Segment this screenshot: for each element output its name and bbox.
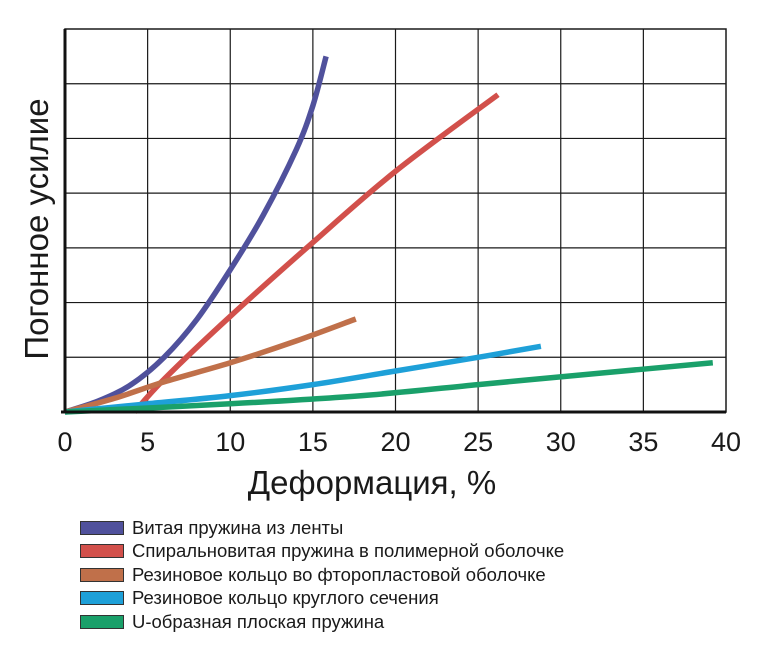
legend-label: Резиновое кольцо во фторопластовой оболо… [132, 563, 546, 585]
legend-swatch [80, 614, 124, 629]
series-line-5 [64, 360, 714, 415]
x-tick-label: 5 [140, 427, 155, 457]
x-tick-label: 40 [711, 427, 741, 457]
legend-swatch [80, 544, 124, 559]
legend-label: Резиновое кольцо круглого сечения [132, 587, 439, 609]
series-line-3 [64, 316, 357, 415]
legend-label: U-образная плоская пружина [132, 610, 385, 632]
axes [61, 29, 726, 414]
legend-item: Резиновое кольцо во фторопластовой оболо… [80, 563, 564, 587]
series-line-4 [64, 343, 542, 415]
x-tick-label: 25 [463, 427, 493, 457]
legend-item: U-образная плоская пружина [80, 610, 564, 634]
x-tick-label: 20 [380, 427, 410, 457]
x-axis-title: Деформация, % [248, 464, 496, 501]
legend: Витая пружина из ленты Спиральновитая пру… [80, 516, 564, 634]
legend-swatch [80, 520, 124, 535]
x-tick-labels: 0 5 10 15 20 25 30 35 40 [57, 427, 741, 457]
legend-item: Витая пружина из ленты [80, 516, 564, 540]
x-tick-label: 35 [628, 427, 658, 457]
legend-label: Спиральновитая пружина в полимерной обол… [132, 540, 565, 562]
x-tick-label: 30 [546, 427, 576, 457]
series-line-1 [64, 55, 329, 415]
legend-item: Резиновое кольцо круглого сечения [80, 587, 564, 611]
series-lines [64, 55, 714, 415]
y-axis-title: Погонное усилие [18, 98, 55, 359]
legend-swatch [80, 591, 124, 606]
x-tick-label: 0 [57, 427, 72, 457]
legend-swatch [80, 567, 124, 582]
legend-item: Спиральновитая пружина в полимерной обол… [80, 540, 564, 564]
x-tick-label: 10 [215, 427, 245, 457]
legend-label: Витая пружина из ленты [132, 516, 344, 538]
x-tick-label: 15 [298, 427, 328, 457]
